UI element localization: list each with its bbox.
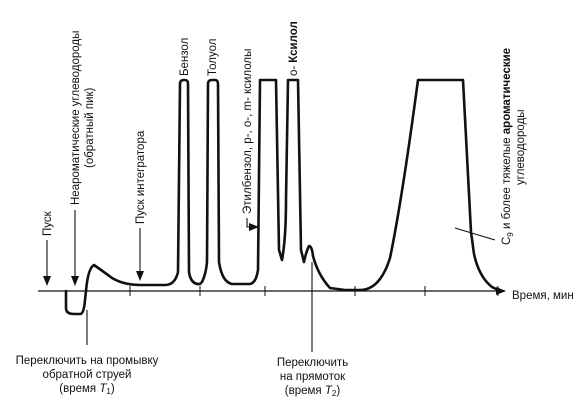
toluene-label: Толуол — [207, 39, 219, 76]
o-xylene-label: о- Ксилол — [288, 21, 300, 76]
ethylbenzene-arrow — [246, 218, 259, 231]
start-label: Пуск — [42, 210, 54, 236]
nonaromatic-label-1: Неароматические углеводороды — [70, 31, 82, 205]
heavy-aromatics-label-1: C9 и более тяжелые ароматические — [501, 48, 515, 245]
backflush-label: Переключить на промывку обратной струей … — [15, 355, 159, 396]
heavy-leader-line — [454, 227, 496, 241]
heavy-aromatics-label-2: углеводороды — [515, 109, 527, 185]
chromatogram-trace — [64, 78, 500, 316]
nonaromatic-label-2: (обратный пик) — [84, 87, 96, 168]
forward-flow-label: Переключить на прямоток (время T2) — [276, 357, 349, 398]
benzene-label: Бензол — [179, 38, 191, 76]
o-xylene-prefix: о- — [288, 66, 300, 76]
o-xylene-name: Ксилол — [288, 21, 300, 63]
ethylbenzene-xylenes-label: Этилбензол, p-, o-, m- ксилолы — [242, 49, 254, 214]
time-axis-label: Время, мин — [512, 290, 574, 302]
integrator-start-label: Пуск интегратора — [135, 130, 147, 224]
